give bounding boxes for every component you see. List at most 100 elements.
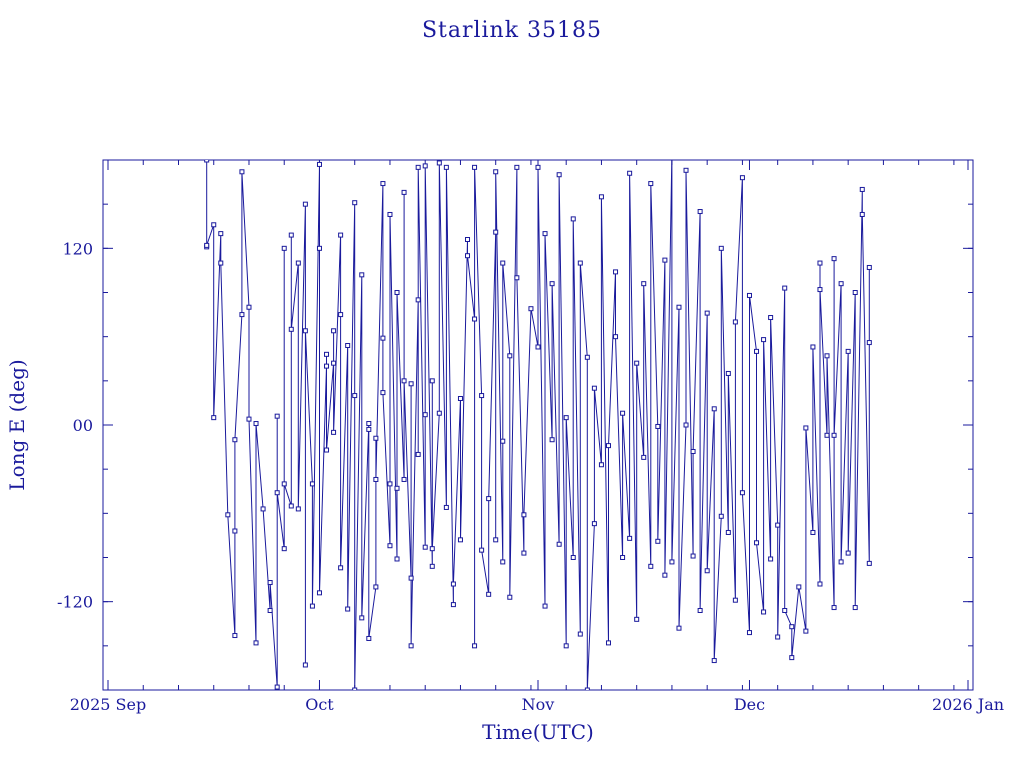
- data-point-marker: [690, 449, 696, 454]
- data-point-marker: [803, 425, 809, 431]
- data-point-marker: [556, 172, 562, 178]
- data-point-marker: [824, 432, 830, 438]
- data-point-marker: [387, 481, 393, 487]
- data-point-marker: [803, 628, 809, 634]
- data-point-marker: [472, 643, 478, 649]
- data-point-marker: [373, 476, 379, 482]
- x-tick-label: 2026 Jan: [932, 695, 1004, 714]
- data-point-marker: [401, 378, 407, 384]
- data-point-marker: [789, 655, 795, 661]
- data-point-marker: [450, 602, 456, 608]
- data-point-marker: [394, 485, 400, 491]
- data-point-marker: [796, 584, 802, 590]
- data-point-marker: [845, 550, 851, 556]
- data-point-marker: [662, 572, 668, 578]
- y-axis-title: Long E (deg): [5, 359, 29, 490]
- data-point-marker: [655, 538, 661, 544]
- y-tick-label: 120: [62, 239, 93, 258]
- data-point-marker: [493, 229, 499, 235]
- data-point-marker: [761, 609, 767, 615]
- data-point-marker: [768, 315, 774, 321]
- data-point-marker: [274, 490, 280, 496]
- x-tick-label: Nov: [522, 695, 555, 714]
- data-point-marker: [465, 237, 471, 242]
- data-point-marker: [366, 426, 372, 432]
- data-point-marker: [627, 170, 633, 176]
- data-point-marker: [782, 285, 788, 291]
- data-point-marker: [831, 256, 837, 262]
- data-point-marker: [584, 687, 590, 690]
- x-axis: 2025 Sep Oct Nov Dec 2026 Jan: [70, 160, 1004, 714]
- x-tick-label: Oct: [305, 695, 334, 714]
- data-point-marker: [500, 438, 506, 444]
- y-tick-label: 00: [73, 416, 93, 435]
- data-point-marker: [810, 344, 816, 350]
- data-point-marker: [443, 504, 449, 510]
- data-point-marker: [866, 340, 872, 346]
- data-point-marker: [859, 211, 865, 217]
- data-point-marker: [655, 423, 661, 429]
- data-point-marker: [493, 169, 499, 175]
- data-point-marker: [676, 304, 682, 310]
- data-point-marker: [648, 181, 654, 187]
- data-point-marker: [331, 360, 337, 366]
- data-point-marker: [316, 245, 322, 251]
- data-point-marker: [422, 412, 428, 418]
- data-point-marker: [260, 506, 266, 512]
- data-point-marker: [429, 546, 435, 552]
- data-point-marker: [493, 537, 499, 543]
- x-axis-title: Time(UTC): [482, 720, 594, 744]
- series-longitude: [204, 160, 872, 690]
- data-point-marker: [577, 631, 583, 637]
- data-point-marker: [232, 437, 238, 443]
- data-point-marker: [521, 550, 527, 556]
- data-point-marker: [634, 616, 640, 622]
- data-point-marker: [768, 556, 774, 562]
- data-point-marker: [338, 565, 344, 571]
- data-point-marker: [457, 396, 463, 401]
- data-point-marker: [613, 334, 619, 340]
- data-point-marker: [662, 257, 668, 263]
- data-point-marker: [782, 608, 788, 613]
- chart-title: Starlink 35185: [422, 18, 602, 43]
- data-point-marker: [746, 292, 752, 298]
- data-point-marker: [373, 435, 379, 441]
- data-point-marker: [479, 547, 485, 553]
- data-point-marker: [380, 181, 386, 187]
- data-point-marker: [725, 529, 731, 535]
- data-point-marker: [295, 260, 301, 266]
- data-point-marker: [274, 413, 280, 419]
- data-point-marker: [232, 633, 238, 639]
- data-point-marker: [472, 164, 478, 170]
- data-point-marker: [754, 540, 760, 546]
- data-point-marker: [338, 312, 344, 318]
- data-point-marker: [528, 306, 534, 312]
- data-point-marker: [415, 297, 421, 303]
- data-point-marker: [331, 429, 337, 435]
- data-point-marker: [352, 393, 358, 399]
- data-point-marker: [352, 687, 358, 690]
- data-point-marker: [838, 281, 844, 287]
- data-point-marker: [746, 630, 752, 636]
- data-point-marker: [211, 222, 217, 228]
- data-point-marker: [218, 231, 224, 237]
- data-point-marker: [281, 481, 287, 487]
- data-point-marker: [697, 608, 703, 613]
- data-point-marker: [267, 580, 273, 586]
- data-point-marker: [852, 290, 858, 295]
- data-point-marker: [211, 415, 217, 421]
- data-point-marker: [690, 553, 696, 559]
- data-point-marker: [338, 232, 344, 238]
- data-point-marker: [366, 635, 372, 641]
- data-point-marker: [725, 370, 731, 376]
- data-point-marker: [500, 260, 506, 266]
- data-point-marker: [613, 269, 619, 275]
- data-point-marker: [669, 559, 675, 565]
- data-point-marker: [591, 521, 597, 527]
- data-point-marker: [732, 597, 738, 603]
- data-point-marker: [711, 658, 717, 664]
- data-point-marker: [281, 245, 287, 251]
- data-point-marker: [288, 503, 294, 509]
- data-point-marker: [641, 281, 647, 287]
- data-point-marker: [324, 363, 330, 369]
